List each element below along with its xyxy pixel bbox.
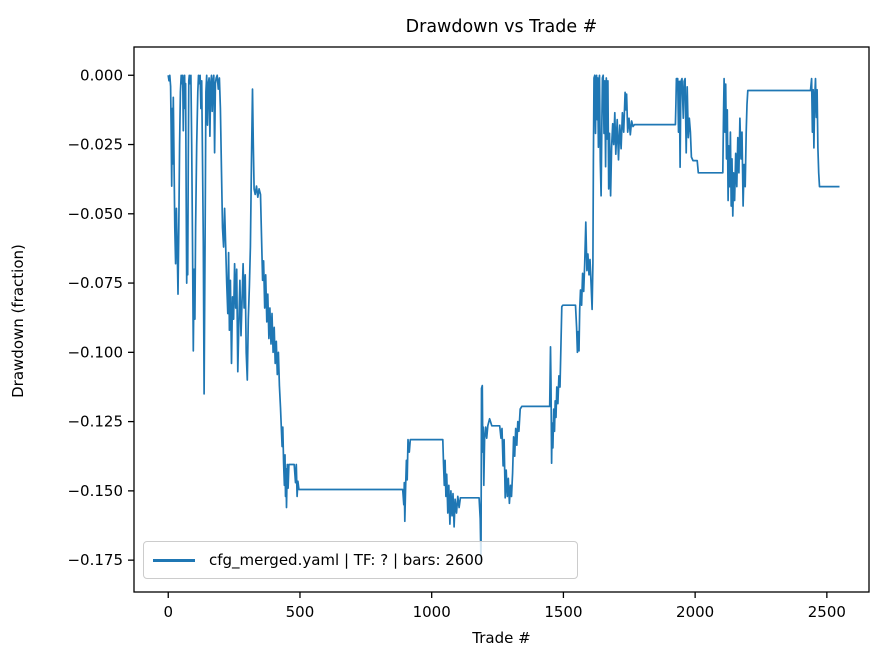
y-axis-label: Drawdown (fraction) <box>9 244 27 398</box>
y-tick-label: −0.125 <box>67 413 123 431</box>
series-line <box>167 74 840 564</box>
y-tick-label: −0.075 <box>67 274 123 292</box>
x-tick-label: 2000 <box>676 603 714 621</box>
plot-border <box>133 46 870 593</box>
legend-line-sample-icon <box>153 558 195 562</box>
y-tick-label: −0.100 <box>67 343 123 361</box>
y-tick-label: 0.000 <box>80 66 123 84</box>
legend-label: cfg_merged.yaml | TF: ? | bars: 2600 <box>209 551 484 569</box>
x-axis-label: Trade # <box>472 629 531 647</box>
y-tick-label: −0.050 <box>67 205 123 223</box>
y-tick-label: −0.150 <box>67 482 123 500</box>
y-tick-label: −0.175 <box>67 551 123 569</box>
legend: cfg_merged.yaml | TF: ? | bars: 2600 <box>143 541 578 579</box>
x-tick-label: 1000 <box>413 603 451 621</box>
x-tick-label: 2500 <box>808 603 846 621</box>
x-tick-label: 500 <box>286 603 315 621</box>
x-tick-label: 1500 <box>544 603 582 621</box>
chart-title: Drawdown vs Trade # <box>405 17 598 37</box>
y-tick-label: −0.025 <box>67 136 123 154</box>
x-tick-label: 0 <box>163 603 173 621</box>
